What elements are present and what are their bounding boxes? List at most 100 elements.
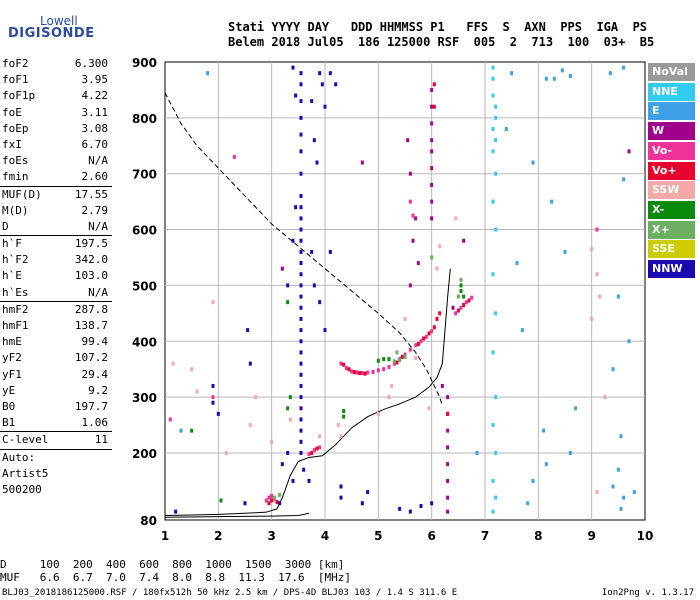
echo-point-nnw xyxy=(299,99,303,104)
echo-point-nnw xyxy=(302,467,306,472)
y-tick-label: 300 xyxy=(132,391,157,405)
echo-point-vo- xyxy=(414,343,418,348)
echo-point-vo- xyxy=(419,339,423,344)
echo-point-ssw xyxy=(414,356,418,361)
echo-point-vo- xyxy=(400,354,404,359)
echo-point-nnw xyxy=(299,227,303,232)
echo-point-nnw xyxy=(299,328,303,333)
footer-version: Ion2Png v. 1.3.17 xyxy=(601,588,694,598)
echo-point-w xyxy=(446,445,450,450)
param-row: yF2 107.2 xyxy=(0,350,112,366)
echo-point-nnw xyxy=(299,361,303,366)
echo-point-nnw xyxy=(291,238,295,243)
echo-point-w xyxy=(416,261,420,266)
param-row: Auto: xyxy=(0,448,112,466)
legend-item-x-: X- xyxy=(648,200,695,219)
param-key: h`Es xyxy=(2,285,29,299)
echo-point-nne xyxy=(494,115,498,120)
echo-point-nnw xyxy=(318,300,322,305)
x-tick-label: 10 xyxy=(637,529,654,543)
echo-point-ssw xyxy=(376,411,380,416)
echo-point-e xyxy=(542,428,546,433)
echo-point-nnw xyxy=(299,450,303,455)
echo-point-nnw xyxy=(430,501,434,506)
echo-point-vo- xyxy=(430,329,434,334)
logo-line1: Lowell xyxy=(40,14,78,28)
param-key: foF1p xyxy=(2,89,36,103)
param-key: foEs xyxy=(2,154,29,168)
echo-point-e xyxy=(619,434,623,439)
parameter-panel: foF2 6.300 foF1 3.95 foF1p 4.22 foE 3.11 foEp 3.0… xyxy=(0,56,112,498)
echo-point-nne xyxy=(491,199,495,204)
echo-point-ssw xyxy=(339,434,343,439)
echo-point-e xyxy=(544,76,548,81)
x-tick-label: 7 xyxy=(481,529,489,543)
echo-point-nnw xyxy=(286,450,290,455)
echo-point-x- xyxy=(459,283,463,288)
echo-point-ssw xyxy=(427,406,431,411)
echo-point-ssw xyxy=(454,216,458,221)
echo-point-w xyxy=(446,478,450,483)
echo-point-e xyxy=(552,76,556,81)
echo-point-w xyxy=(446,509,450,514)
echo-point-nnw xyxy=(299,339,303,344)
echo-point-nnw xyxy=(419,504,423,509)
echo-point-w xyxy=(446,462,450,467)
param-key: fxI xyxy=(2,137,22,151)
echo-point-e xyxy=(632,490,636,495)
param-row: h`F 197.5 xyxy=(0,235,112,252)
echo-point-vo- xyxy=(315,446,319,451)
echo-point-vo- xyxy=(211,395,215,400)
echo-point-vo- xyxy=(355,370,359,375)
y-tick-label: 500 xyxy=(132,279,157,293)
param-row: foF2 6.300 xyxy=(0,56,112,72)
echo-point-w xyxy=(430,216,434,221)
x-tick-label: 4 xyxy=(321,529,329,543)
echo-point-ssw xyxy=(438,244,442,249)
echo-point-vo- xyxy=(459,305,463,310)
y-tick-label: 600 xyxy=(132,224,157,238)
echo-point-nne xyxy=(491,76,495,81)
param-key: h`F xyxy=(2,237,22,251)
echo-point-nnw xyxy=(294,93,298,98)
echo-point-nnw xyxy=(294,205,298,210)
echo-point-vo- xyxy=(595,227,599,232)
echo-point-e xyxy=(475,450,479,455)
y-tick-label: 700 xyxy=(132,168,157,182)
legend-item-nne: NNE xyxy=(648,82,695,101)
param-row: hmF1 138.7 xyxy=(0,318,112,334)
echo-point-e xyxy=(531,160,535,165)
echo-point-nnw xyxy=(280,462,284,467)
param-value: 2.79 xyxy=(81,203,109,217)
echo-point-w xyxy=(408,283,412,288)
echo-point-x- xyxy=(278,492,282,497)
echo-point-x- xyxy=(392,359,396,364)
echo-point-nnw xyxy=(299,294,303,299)
echo-point-e xyxy=(568,450,572,455)
param-row: MUF(D) 17.55 xyxy=(0,185,112,203)
echo-point-nne xyxy=(491,509,495,514)
echo-point-w xyxy=(430,104,434,109)
echo-point-x- xyxy=(403,354,407,359)
echo-point-e xyxy=(206,71,210,76)
echo-point-vo- xyxy=(464,300,468,305)
param-value: 3.11 xyxy=(81,105,109,119)
legend-item-nnw: NNW xyxy=(648,260,695,278)
echo-point-x- xyxy=(376,358,380,363)
param-value: 3.08 xyxy=(81,121,109,135)
echo-point-w xyxy=(446,395,450,400)
echo-point-nnw xyxy=(299,171,303,176)
echo-point-nnw xyxy=(299,350,303,355)
echo-point-e xyxy=(568,73,572,78)
echo-point-e xyxy=(526,501,530,506)
param-key: h`F2 xyxy=(2,253,29,267)
echo-point-w xyxy=(280,266,284,271)
echo-point-nnw xyxy=(307,478,311,483)
echo-point-e xyxy=(611,484,615,489)
param-key: fmin xyxy=(2,170,29,184)
echo-point-nnw xyxy=(299,71,303,76)
echo-point-nne xyxy=(491,272,495,277)
echo-point-vo- xyxy=(310,450,314,455)
echo-point-nnw xyxy=(318,71,322,76)
echo-point-vo- xyxy=(312,448,316,453)
